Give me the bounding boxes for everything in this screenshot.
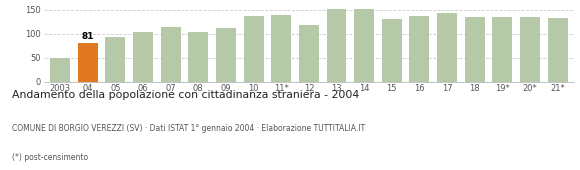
Bar — [299, 25, 319, 82]
Text: COMUNE DI BORGIO VEREZZI (SV) · Dati ISTAT 1° gennaio 2004 · Elaborazione TUTTIT: COMUNE DI BORGIO VEREZZI (SV) · Dati IST… — [12, 124, 365, 133]
Bar — [327, 9, 346, 82]
Bar — [106, 37, 125, 82]
Bar — [161, 27, 180, 82]
Bar — [465, 16, 485, 82]
Bar — [437, 13, 457, 82]
Bar — [271, 15, 291, 82]
Bar — [216, 28, 236, 82]
Bar — [409, 16, 429, 82]
Bar — [520, 16, 540, 82]
Text: 81: 81 — [81, 32, 94, 41]
Bar — [244, 16, 263, 82]
Bar — [492, 16, 512, 82]
Bar — [133, 32, 153, 82]
Text: Andamento della popolazione con cittadinanza straniera - 2004: Andamento della popolazione con cittadin… — [12, 90, 359, 100]
Bar — [354, 9, 374, 82]
Bar — [50, 58, 70, 82]
Text: (*) post-censimento: (*) post-censimento — [12, 153, 88, 162]
Bar — [382, 19, 402, 82]
Bar — [548, 18, 568, 82]
Bar — [188, 32, 208, 82]
Bar — [78, 43, 97, 82]
